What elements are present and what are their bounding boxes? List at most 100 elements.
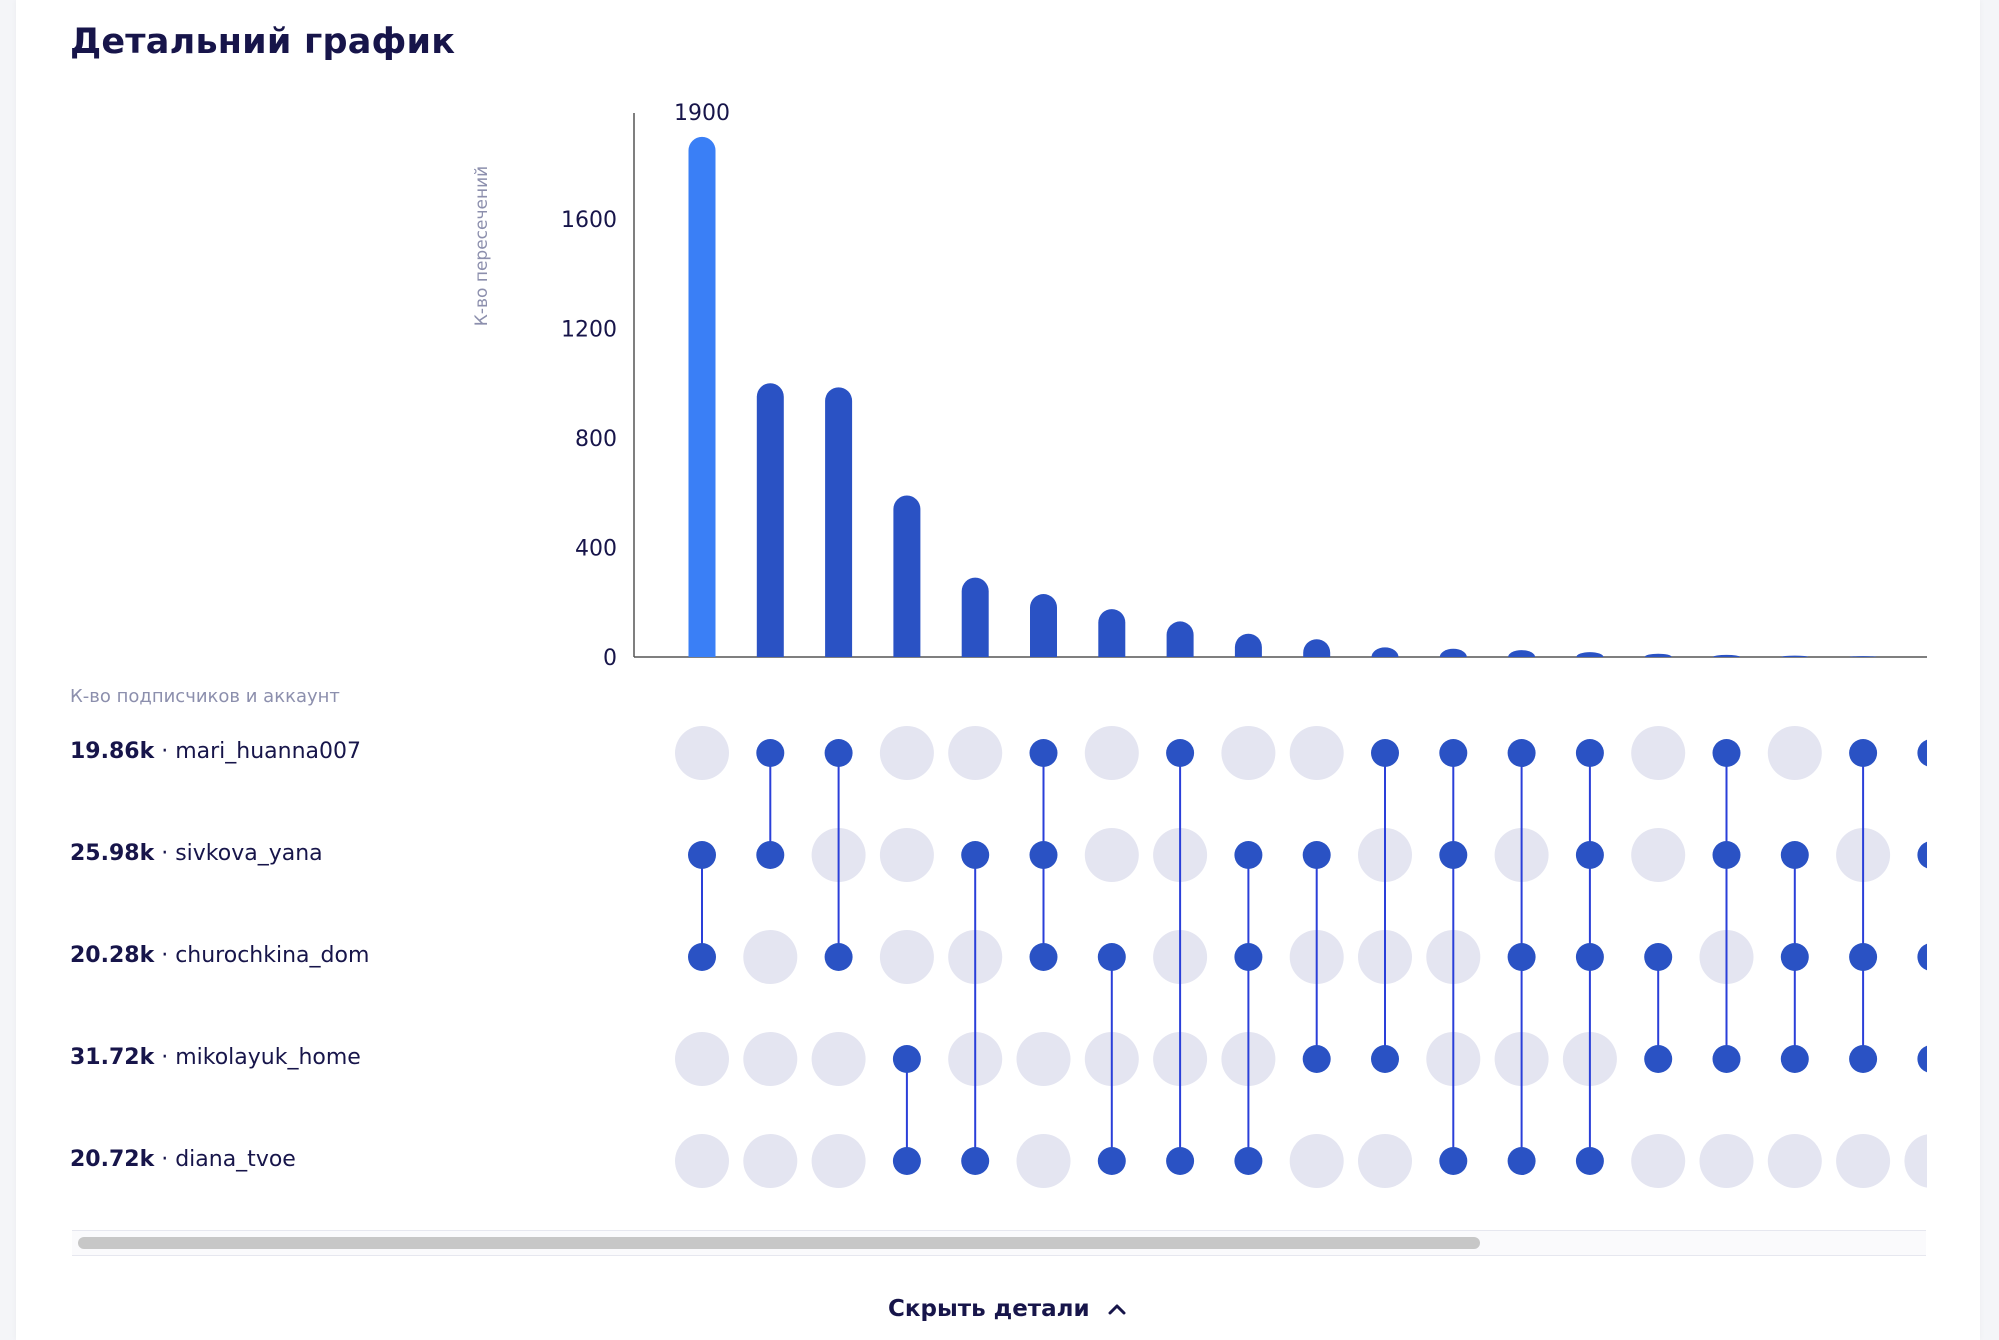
matrix-dot [1234, 1147, 1263, 1175]
matrix-dot [1439, 841, 1468, 869]
account-name: mikolayuk_home [175, 1045, 361, 1070]
matrix-empty-dot [743, 1032, 798, 1086]
matrix-dot [688, 841, 716, 869]
matrix-dot [1166, 739, 1195, 767]
bar[interactable] [1371, 647, 1399, 657]
matrix-empty-dot [1836, 1134, 1891, 1188]
matrix-empty-dot [743, 930, 798, 984]
bar[interactable] [1576, 652, 1604, 657]
matrix-dot [1575, 739, 1604, 767]
matrix-dot [1234, 841, 1263, 869]
matrix-dot [1644, 943, 1673, 971]
bar[interactable] [756, 383, 784, 657]
x-axis-title: К-во подписчиков и аккаунт [70, 686, 340, 707]
matrix-dot [1780, 943, 1809, 971]
matrix-dot [756, 739, 785, 767]
bar[interactable] [1439, 648, 1467, 657]
account-separator: · [154, 739, 176, 764]
y-tick-label: 400 [575, 537, 617, 562]
matrix-dot [1507, 943, 1536, 971]
bar[interactable] [1166, 621, 1194, 657]
account-row-label: 20.72k · diana_tvoe [70, 1147, 296, 1172]
matrix-dot [892, 1045, 921, 1073]
matrix-empty-dot [948, 726, 1003, 780]
matrix-empty-dot [1289, 726, 1344, 780]
matrix-empty-dot [1631, 1134, 1686, 1188]
matrix-dot [1439, 739, 1468, 767]
matrix-dot [1575, 841, 1604, 869]
matrix-dot [1507, 739, 1536, 767]
y-axis-title: К-во пересечений [472, 166, 492, 326]
detail-chart-card [16, 0, 1980, 1340]
account-followers: 19.86k [70, 739, 155, 764]
upset-chart: 0 400 800 1200 1600 К-во пересечений 1900 [472, 101, 1927, 1188]
matrix-dot [1302, 841, 1331, 869]
y-tick-label: 0 [603, 646, 617, 671]
matrix-empty-dot [879, 726, 934, 780]
hide-details-label: Скрыть детали [888, 1296, 1090, 1322]
bar[interactable] [688, 136, 716, 657]
bar[interactable] [1781, 655, 1809, 657]
scrollbar-thumb[interactable] [78, 1237, 1480, 1249]
y-tick-label: 800 [575, 427, 617, 452]
matrix-dot [1849, 943, 1878, 971]
matrix-dot [961, 1147, 990, 1175]
bar[interactable] [1098, 609, 1126, 657]
bar[interactable] [825, 387, 853, 657]
matrix-empty-dot [675, 726, 729, 780]
matrix-dot [1780, 1045, 1809, 1073]
matrix-dot [1439, 1147, 1468, 1175]
account-followers: 20.72k [70, 1147, 155, 1172]
matrix-empty-dot [1767, 1134, 1822, 1188]
matrix-dot [1234, 943, 1263, 971]
account-row-label: 25.98k · sivkova_yana [70, 841, 323, 866]
matrix-empty-dot [675, 1032, 729, 1086]
bar[interactable] [1303, 639, 1331, 657]
horizontal-scrollbar[interactable] [72, 1230, 1926, 1256]
matrix-dot [1575, 943, 1604, 971]
account-separator: · [154, 943, 176, 968]
account-name: mari_huanna007 [175, 739, 361, 764]
matrix-dot [892, 1147, 921, 1175]
matrix-dot [1644, 1045, 1673, 1073]
matrix-dot [1302, 1045, 1331, 1073]
matrix-dot [1371, 739, 1399, 767]
bar[interactable] [961, 577, 989, 657]
matrix-dot [1029, 943, 1058, 971]
matrix-empty-dot [879, 828, 934, 882]
peak-data-label: 1900 [674, 101, 730, 126]
matrix-dot [688, 943, 716, 971]
account-row-label: 31.72k · mikolayuk_home [70, 1045, 361, 1070]
bars-group: 1900 [674, 101, 1877, 657]
matrix-dot [824, 739, 853, 767]
bar[interactable] [1644, 653, 1672, 657]
y-tick-label: 1200 [561, 318, 617, 343]
matrix-dot [1029, 739, 1058, 767]
matrix-empty-dot [1016, 1134, 1071, 1188]
bar[interactable] [1713, 654, 1740, 657]
matrix-dot [1917, 841, 1927, 869]
matrix-dot [1917, 739, 1927, 767]
bar[interactable] [1234, 633, 1262, 657]
account-followers: 31.72k [70, 1045, 155, 1070]
bar[interactable] [1849, 656, 1877, 657]
matrix-empty-dot [675, 1134, 729, 1188]
matrix-empty-dot [1016, 1032, 1071, 1086]
hide-details-button[interactable]: Скрыть детали [888, 1296, 1126, 1322]
matrix-dot [1712, 739, 1741, 767]
matrix-dot [1712, 841, 1741, 869]
matrix-empty-dot [1289, 1134, 1344, 1188]
bar[interactable] [1030, 594, 1057, 657]
bar[interactable] [893, 495, 921, 657]
matrix-empty-dot [811, 1134, 866, 1188]
account-followers: 25.98k [70, 841, 155, 866]
matrix-empty-dot [1631, 726, 1686, 780]
matrix-dot [1097, 943, 1126, 971]
matrix-empty-dot [1084, 828, 1139, 882]
matrix-dot [1097, 1147, 1126, 1175]
matrix-empty-dot [1358, 1134, 1412, 1188]
account-name: churochkina_dom [175, 943, 370, 968]
bar[interactable] [1508, 650, 1536, 657]
matrix-dot [1780, 841, 1809, 869]
account-followers: 20.28k [70, 943, 155, 968]
